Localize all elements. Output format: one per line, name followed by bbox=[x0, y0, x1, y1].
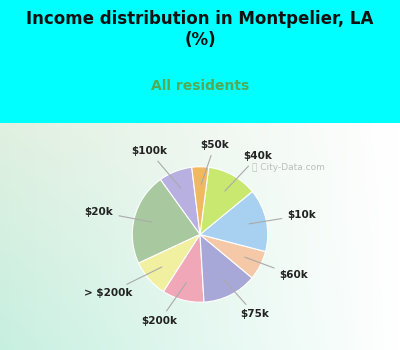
Text: $100k: $100k bbox=[131, 146, 181, 188]
Text: All residents: All residents bbox=[151, 79, 249, 93]
Text: $10k: $10k bbox=[249, 210, 316, 224]
Wedge shape bbox=[200, 234, 266, 278]
Text: $50k: $50k bbox=[200, 140, 229, 184]
Wedge shape bbox=[132, 180, 200, 263]
Wedge shape bbox=[200, 167, 252, 234]
Text: $200k: $200k bbox=[142, 283, 186, 326]
Text: $20k: $20k bbox=[85, 207, 151, 222]
Wedge shape bbox=[192, 167, 209, 234]
Wedge shape bbox=[160, 167, 200, 234]
Text: $40k: $40k bbox=[225, 151, 272, 191]
Text: > $200k: > $200k bbox=[84, 267, 162, 299]
Wedge shape bbox=[164, 234, 204, 302]
Wedge shape bbox=[200, 191, 268, 252]
Wedge shape bbox=[200, 234, 252, 302]
Text: Income distribution in Montpelier, LA
(%): Income distribution in Montpelier, LA (%… bbox=[26, 10, 374, 49]
Wedge shape bbox=[139, 234, 200, 292]
Text: $60k: $60k bbox=[245, 257, 308, 280]
Text: $75k: $75k bbox=[223, 279, 269, 319]
Text: ⓘ City-Data.com: ⓘ City-Data.com bbox=[252, 163, 324, 173]
